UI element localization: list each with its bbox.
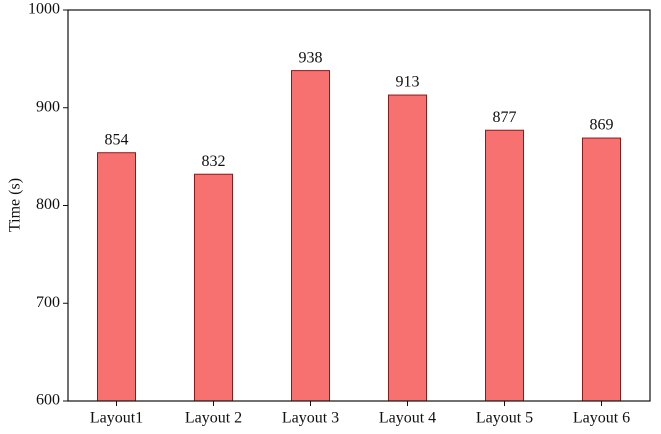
- plot-frame: [67, 9, 651, 402]
- y-tick-label: 900: [36, 98, 60, 115]
- y-tick-label: 700: [36, 294, 60, 311]
- bar: [485, 129, 524, 402]
- x-tick-label: Layout1: [90, 410, 143, 427]
- y-axis-label: Time (s): [7, 178, 24, 232]
- bar: [388, 94, 427, 402]
- data-label: 938: [299, 49, 323, 66]
- x-tick-label: Layout 2: [185, 410, 242, 427]
- x-tick-label: Layout 6: [573, 410, 630, 427]
- x-tick-label: Layout 5: [476, 410, 533, 427]
- data-label: 913: [396, 74, 420, 91]
- bar: [97, 152, 136, 402]
- bar: [582, 137, 621, 402]
- y-tick-label: 800: [36, 196, 60, 213]
- y-tick-label: 600: [36, 392, 60, 409]
- data-label: 877: [493, 109, 517, 126]
- data-label: 832: [202, 153, 226, 170]
- x-tick-label: Layout 3: [282, 410, 339, 427]
- data-label: 869: [590, 117, 614, 134]
- bar: [194, 173, 233, 402]
- data-label: 854: [105, 131, 129, 148]
- bar: [291, 70, 330, 402]
- x-tick-label: Layout 4: [379, 410, 436, 427]
- y-tick-label: 1000: [28, 1, 60, 18]
